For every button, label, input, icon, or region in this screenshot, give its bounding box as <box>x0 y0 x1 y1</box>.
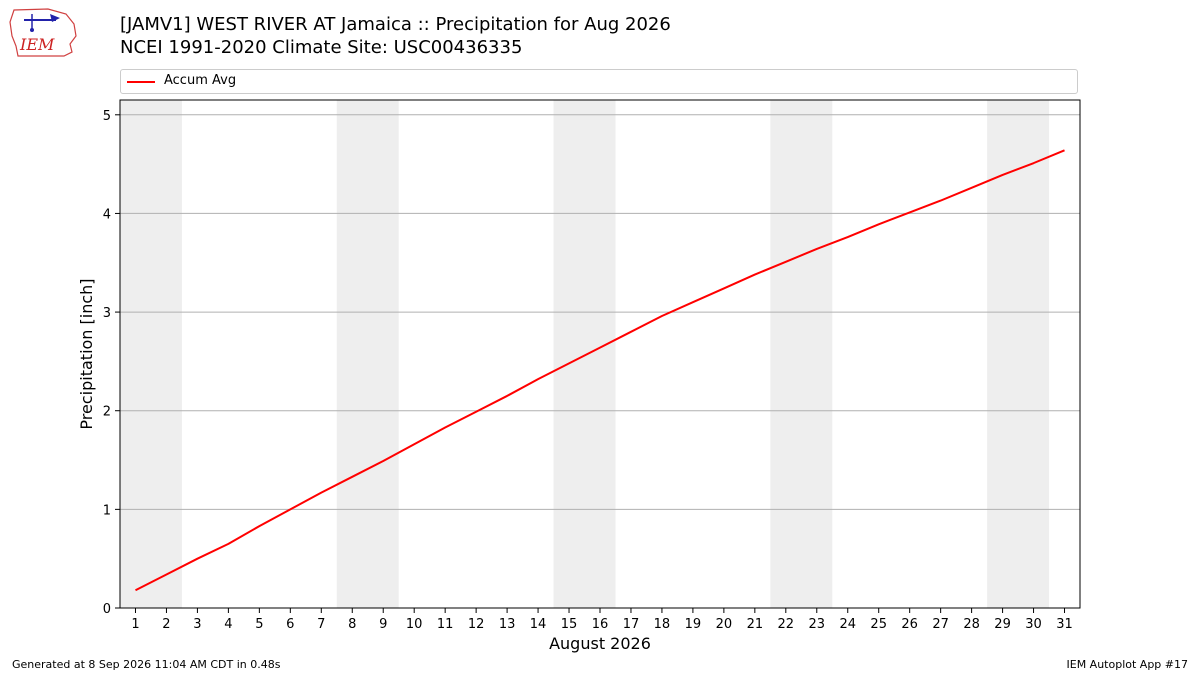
weekend-band-3 <box>553 100 616 608</box>
y-tick-label-2: 2 <box>103 405 111 420</box>
legend-swatch-accum-avg <box>127 81 155 83</box>
legend: Accum Avg <box>120 69 1078 94</box>
x-tick-label-13: 13 <box>499 617 516 632</box>
x-tick-label-30: 30 <box>1025 617 1042 632</box>
x-ticks: 1 2 3 4 5 6 7 8 9 10 11 12 13 14 15 16 17 18 19 20 21 22 23 24 2… <box>131 608 1073 632</box>
title-line-1: [JAMV1] WEST RIVER AT Jamaica :: Precipi… <box>120 14 671 35</box>
chart-title: [JAMV1] WEST RIVER AT Jamaica :: Precipi… <box>120 13 671 59</box>
x-tick-label-5: 5 <box>255 617 263 632</box>
iem-logo: IEM <box>9 8 77 57</box>
weekend-bands <box>120 100 1050 608</box>
x-tick-label-10: 10 <box>406 617 423 632</box>
x-tick-label-14: 14 <box>530 617 547 632</box>
x-tick-label-6: 6 <box>286 617 294 632</box>
weekend-band-5 <box>987 100 1050 608</box>
y-ticks: 0 1 2 3 4 5 <box>103 109 120 617</box>
weekend-band-4 <box>770 100 833 608</box>
x-tick-label-18: 18 <box>654 617 671 632</box>
y-tick-label-5: 5 <box>103 109 111 124</box>
svg-text:IEM: IEM <box>19 35 55 54</box>
x-tick-label-27: 27 <box>932 617 949 632</box>
x-tick-label-29: 29 <box>994 617 1011 632</box>
x-tick-label-15: 15 <box>561 617 578 632</box>
x-tick-label-2: 2 <box>162 617 170 632</box>
y-gridlines <box>120 114 1080 510</box>
y-tick-label-0: 0 <box>103 602 111 617</box>
x-tick-label-25: 25 <box>870 617 887 632</box>
x-tick-label-22: 22 <box>778 617 795 632</box>
x-tick-label-11: 11 <box>437 617 454 632</box>
series-lines <box>135 149 1065 592</box>
x-tick-label-26: 26 <box>901 617 918 632</box>
x-tick-label-7: 7 <box>317 617 325 632</box>
plot-frame <box>119 99 1081 609</box>
series-line-accum-avg <box>135 149 1065 592</box>
x-tick-label-16: 16 <box>592 617 609 632</box>
x-tick-label-9: 9 <box>379 617 387 632</box>
x-tick-label-8: 8 <box>348 617 356 632</box>
y-tick-label-4: 4 <box>103 207 111 222</box>
x-axis-label: August 2026 <box>549 634 651 653</box>
x-tick-label-1: 1 <box>131 617 139 632</box>
weekend-band-2 <box>336 100 399 608</box>
x-tick-label-24: 24 <box>839 617 856 632</box>
x-tick-label-19: 19 <box>685 617 702 632</box>
y-tick-label-1: 1 <box>103 503 111 518</box>
legend-label-accum-avg: Accum Avg <box>164 73 237 88</box>
title-line-2: NCEI 1991-2020 Climate Site: USC00436335 <box>120 37 523 58</box>
x-tick-label-17: 17 <box>623 617 640 632</box>
y-tick-label-3: 3 <box>103 306 111 321</box>
app-label: IEM Autoplot App #17 <box>1066 658 1189 671</box>
x-tick-label-31: 31 <box>1056 617 1073 632</box>
x-tick-label-28: 28 <box>963 617 980 632</box>
x-tick-label-23: 23 <box>809 617 826 632</box>
x-tick-label-20: 20 <box>716 617 733 632</box>
generated-timestamp: Generated at 8 Sep 2026 11:04 AM CDT in … <box>12 658 281 671</box>
x-tick-label-4: 4 <box>224 617 232 632</box>
weekend-band-1 <box>120 100 182 608</box>
x-tick-label-3: 3 <box>193 617 201 632</box>
x-tick-label-21: 21 <box>747 617 764 632</box>
x-tick-label-12: 12 <box>468 617 485 632</box>
y-axis-label: Precipitation [inch] <box>77 278 96 429</box>
